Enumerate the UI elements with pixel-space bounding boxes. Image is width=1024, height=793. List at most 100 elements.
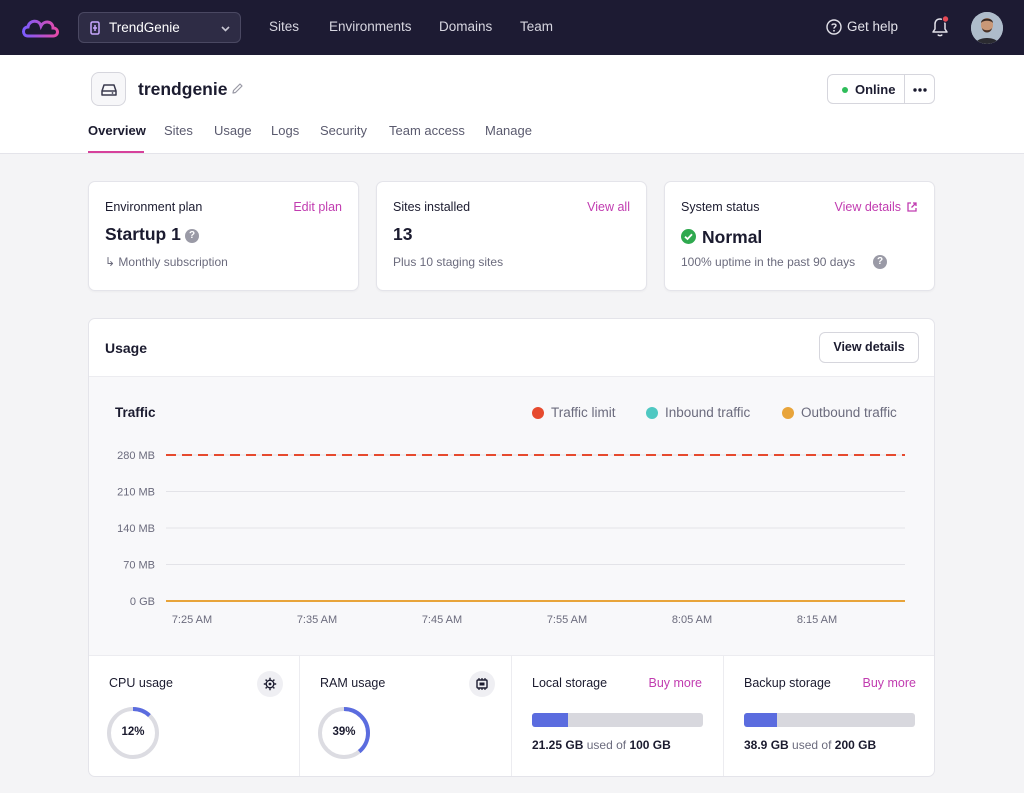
edit-plan-link[interactable]: Edit plan [293, 200, 342, 214]
cpu-usage-title: CPU usage [109, 676, 173, 690]
backup-storage-buy-more-link[interactable]: Buy more [862, 676, 917, 690]
local-storage-used: 21.25 GB [532, 738, 584, 752]
more-dots-icon [913, 88, 927, 92]
tab-logs[interactable]: Logs [271, 123, 300, 138]
notification-bell-icon[interactable] [929, 15, 951, 39]
local-storage-bar [532, 713, 703, 727]
usage-panel: Usage View details Traffic Traffic limit… [88, 318, 935, 777]
company-name: TrendGenie [109, 20, 180, 35]
nav-link-environments[interactable]: Environments [329, 19, 412, 34]
y-tick-label: 70 MB [123, 560, 155, 572]
tab-overview[interactable]: Overview [88, 123, 146, 138]
tab-team-access[interactable]: Team access [389, 123, 465, 138]
ram-icon-button[interactable] [469, 671, 495, 697]
uptime-text: 100% uptime in the past 90 days [681, 255, 856, 269]
cpu-gauge: 12% [106, 706, 160, 760]
y-tick-label: 140 MB [117, 523, 155, 535]
cpu-usage-value: 12% [121, 726, 145, 738]
environment-status-button[interactable]: Online [827, 74, 905, 104]
external-link-icon[interactable] [906, 201, 918, 213]
local-storage-used-of: used of [586, 738, 627, 752]
x-tick-label: 7:25 AM [172, 614, 212, 626]
backup-storage-used: 38.9 GB [744, 738, 789, 752]
usage-view-details-button[interactable]: View details [819, 332, 919, 363]
legend-dot-traffic-limit [532, 407, 544, 419]
legend-dot-outbound [782, 407, 794, 419]
cpu-icon-button[interactable] [257, 671, 283, 697]
ram-usage-value: 39% [332, 726, 356, 738]
traffic-chart-plot: 280 MB 210 MB 140 MB 70 MB 0 GB 7:25 AM 7:35 A… [117, 450, 905, 626]
environment-plan-card: Environment plan Edit plan Startup 1 ? ↳… [88, 181, 359, 291]
backup-storage-usage: 38.9 GB used of 200 GB [744, 738, 876, 752]
online-status-dot [842, 87, 848, 93]
x-tick-label: 7:35 AM [297, 614, 337, 626]
cpu-usage-metric: CPU usage 12% [89, 656, 300, 776]
usage-title: Usage [105, 340, 148, 356]
legend-label-inbound: Inbound traffic [665, 405, 751, 420]
sites-installed-card: Sites installed View all 13 Plus 10 stag… [376, 181, 647, 291]
backup-storage-total: 200 GB [834, 738, 877, 752]
company-icon [90, 21, 100, 35]
local-storage-metric: Local storage Buy more 21.25 GB used of … [512, 656, 724, 776]
check-circle-icon [681, 229, 696, 244]
ram-usage-metric: RAM usage 39% [300, 656, 512, 776]
edit-pencil-icon[interactable] [231, 82, 244, 95]
nav-link-sites[interactable]: Sites [269, 19, 300, 34]
top-navigation: TrendGenie Sites Environments Domains Te… [0, 0, 1024, 55]
y-tick-label: 210 MB [117, 487, 155, 499]
local-storage-buy-more-link[interactable]: Buy more [648, 676, 703, 690]
ram-gauge: 39% [317, 706, 371, 760]
x-tick-label: 7:45 AM [422, 614, 462, 626]
tab-manage[interactable]: Manage [485, 123, 532, 138]
question-circle-icon [826, 19, 842, 35]
nav-link-team[interactable]: Team [520, 19, 554, 34]
view-system-details-link[interactable]: View details [834, 200, 901, 214]
backup-storage-metric: Backup storage Buy more 38.9 GB used of … [724, 656, 934, 776]
local-storage-total: 100 GB [629, 738, 671, 752]
more-actions-button[interactable] [904, 74, 935, 104]
traffic-chart: Traffic Traffic limit Inbound traffic Ou… [89, 376, 934, 656]
y-tick-label: 280 MB [117, 450, 155, 462]
get-help-label: Get help [847, 19, 899, 34]
chart-title: Traffic [115, 405, 156, 420]
avatar-image [971, 12, 1003, 44]
backup-storage-bar-fill [744, 713, 778, 727]
tab-security[interactable]: Security [320, 123, 367, 138]
backup-storage-used-of: used of [792, 738, 832, 752]
uptime-help-icon[interactable]: ? [873, 255, 887, 269]
environment-name: trendgenie [138, 79, 228, 99]
company-switcher[interactable]: TrendGenie [78, 12, 241, 43]
local-storage-title: Local storage [532, 676, 608, 690]
status-label: Online [855, 82, 896, 97]
x-tick-label: 7:55 AM [547, 614, 587, 626]
user-avatar[interactable] [971, 12, 1003, 44]
ram-usage-title: RAM usage [320, 676, 386, 690]
system-status-card: System status View details Normal 100% u… [664, 181, 935, 291]
logo-icon[interactable] [20, 14, 62, 42]
system-status-value: Normal [702, 227, 763, 247]
subscription-arrow-icon: ↳ [105, 255, 116, 269]
cpu-gauge-arc [107, 707, 159, 759]
y-tick-label: 0 GB [130, 596, 155, 608]
sites-card-title: Sites installed [393, 200, 471, 214]
legend-label-traffic-limit: Traffic limit [551, 405, 616, 420]
server-icon [101, 84, 117, 96]
tab-sites[interactable]: Sites [164, 123, 193, 138]
environment-icon [91, 72, 126, 106]
gear-icon [263, 677, 277, 691]
plan-subscription: ↳ Monthly subscription [105, 255, 228, 269]
nav-link-domains[interactable]: Domains [439, 19, 493, 34]
x-tick-label: 8:15 AM [797, 614, 837, 626]
ram-gauge-arc [318, 707, 370, 759]
tab-usage[interactable]: Usage [214, 123, 252, 138]
legend-dot-inbound [646, 407, 658, 419]
view-all-sites-link[interactable]: View all [587, 200, 630, 214]
staging-sites-text: Plus 10 staging sites [393, 255, 504, 269]
x-tick-label: 8:05 AM [672, 614, 712, 626]
plan-help-icon[interactable]: ? [185, 229, 199, 243]
legend-label-outbound: Outbound traffic [801, 405, 897, 420]
local-storage-bar-fill [532, 713, 569, 727]
chevron-down-icon [221, 26, 230, 32]
environment-header: trendgenie Online Overview Sites Usage L… [0, 55, 1024, 154]
backup-storage-title: Backup storage [744, 676, 831, 690]
